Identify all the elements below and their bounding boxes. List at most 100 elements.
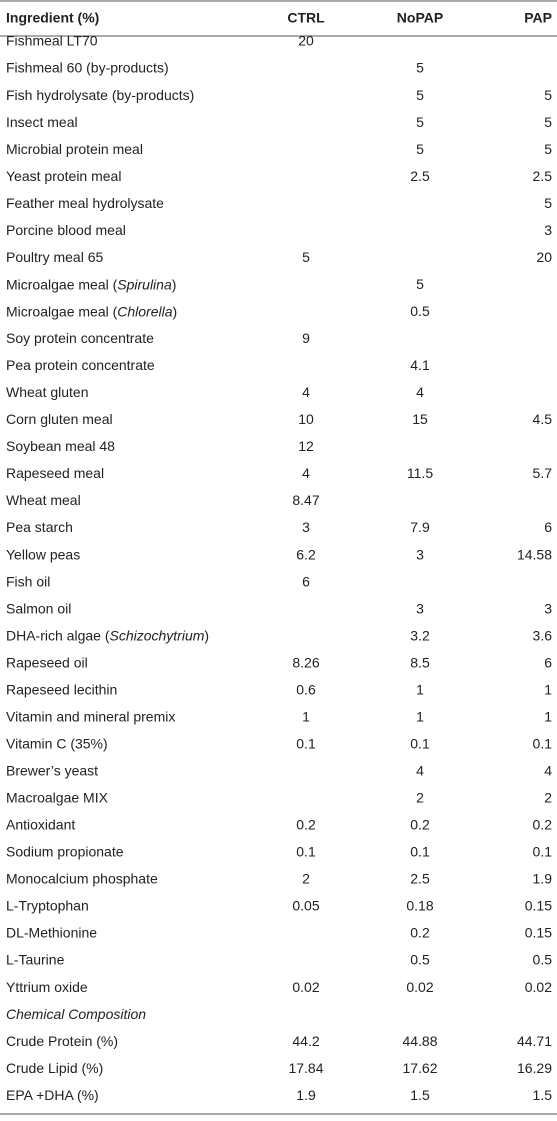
value-cell: 8.5 [410,654,430,670]
value-cell: 5 [416,276,424,292]
value-cell: 5 [416,87,424,103]
value-cell: 0.1 [533,735,553,751]
row-label: Insect meal [6,114,78,130]
row-label: Soybean meal 48 [6,438,115,454]
value-cell: 3 [302,519,310,535]
value-cell: 4 [416,763,424,779]
label-part: Microalgae meal ( [6,276,118,292]
value-cell: 0.1 [296,844,316,860]
value-cell: 1 [416,708,424,724]
row-label: DL-Methionine [6,925,97,941]
row-label: L-Tryptophan [6,898,89,914]
row-label: Vitamin and mineral premix [6,708,175,724]
row-label: DHA-rich algae (Schizochytrium) [6,627,209,643]
value-cell: 14.58 [517,546,552,562]
row-label: Crude Lipid (%) [6,1060,103,1076]
row-label: Crude Protein (%) [6,1033,118,1049]
row-label: Porcine blood meal [6,222,126,238]
value-cell: 17.84 [288,1060,323,1076]
value-cell: 20 [536,249,552,265]
row-label: Sodium propionate [6,844,124,860]
value-cell: 16.29 [517,1060,552,1076]
row-label: Poultry meal 65 [6,249,103,265]
value-cell: 2.5 [410,871,430,887]
value-cell: 5 [416,141,424,157]
row-label: Fish hydrolysate (by-products) [6,87,194,103]
value-cell: 0.05 [292,898,319,914]
row-label: Yeast protein meal [6,168,121,184]
value-cell: 2.5 [410,168,430,184]
value-cell: 5.7 [533,465,553,481]
value-cell: 5 [416,114,424,130]
value-cell: 4.5 [533,411,553,427]
value-cell: 0.5 [410,303,430,319]
row-label: Microbial protein meal [6,141,143,157]
label-part: Spirulina [117,276,172,292]
value-cell: 44.88 [402,1033,437,1049]
value-cell: 0.5 [410,952,430,968]
section-label: Chemical Composition [6,1006,146,1022]
row-label: Feather meal hydrolysate [6,195,164,211]
value-cell: 3 [416,600,424,616]
value-cell: 0.6 [296,681,316,697]
value-cell: 6 [544,654,552,670]
value-cell: 3.2 [410,627,430,643]
row-label: Pea protein concentrate [6,357,155,373]
value-cell: 2 [544,790,552,806]
value-cell: 4 [416,384,424,400]
value-cell: 15 [412,411,428,427]
value-cell: 44.2 [292,1033,319,1049]
value-cell: 0.2 [533,817,553,833]
value-cell: 1.5 [533,1087,553,1103]
value-cell: 0.2 [410,817,430,833]
row-label: Monocalcium phosphate [6,871,158,887]
value-cell: 0.1 [410,844,430,860]
label-part: ) [172,276,177,292]
row-label: L-Taurine [6,952,65,968]
value-cell: 5 [544,195,552,211]
value-cell: 4.1 [410,357,430,373]
row-label: Vitamin C (35%) [6,735,108,751]
row-label: Wheat meal [6,492,81,508]
value-cell: 5 [544,87,552,103]
row-label: Brewer’s yeast [6,763,98,779]
label-part: Microalgae meal ( [6,303,118,319]
value-cell: 17.62 [402,1060,437,1076]
row-label: Pea starch [6,519,73,535]
value-cell: 4 [544,763,552,779]
label-part: ) [204,627,209,643]
value-cell: 1 [544,681,552,697]
header-cell: PAP [524,10,552,26]
row-label: Yttrium oxide [6,979,88,995]
row-label: Macroalgae MIX [6,790,109,806]
label-part: Schizochytrium [109,627,204,643]
value-cell: 8.47 [292,492,319,508]
header-cell: CTRL [287,10,325,26]
value-cell: 1.5 [410,1087,430,1103]
header-cell: Ingredient (%) [6,10,99,26]
value-cell: 5 [416,60,424,76]
value-cell: 6 [302,573,310,589]
value-cell: 6.2 [296,546,316,562]
value-cell: 1 [302,708,310,724]
value-cell: 4 [302,384,310,400]
value-cell: 3 [544,600,552,616]
row-label: Rapeseed lecithin [6,681,117,697]
value-cell: 12 [298,438,314,454]
value-cell: 0.15 [525,925,552,941]
row-label: Rapeseed meal [6,465,104,481]
value-cell: 6 [544,519,552,535]
value-cell: 1.9 [533,871,553,887]
value-cell: 44.71 [517,1033,552,1049]
label-part: Chlorella [117,303,172,319]
value-cell: 0.18 [406,898,433,914]
value-cell: 4 [302,465,310,481]
value-cell: 0.02 [406,979,433,995]
value-cell: 0.02 [525,979,552,995]
row-label: Rapeseed oil [6,654,88,670]
value-cell: 8.26 [292,654,319,670]
header-cell: NoPAP [397,10,443,26]
value-cell: 0.1 [296,735,316,751]
